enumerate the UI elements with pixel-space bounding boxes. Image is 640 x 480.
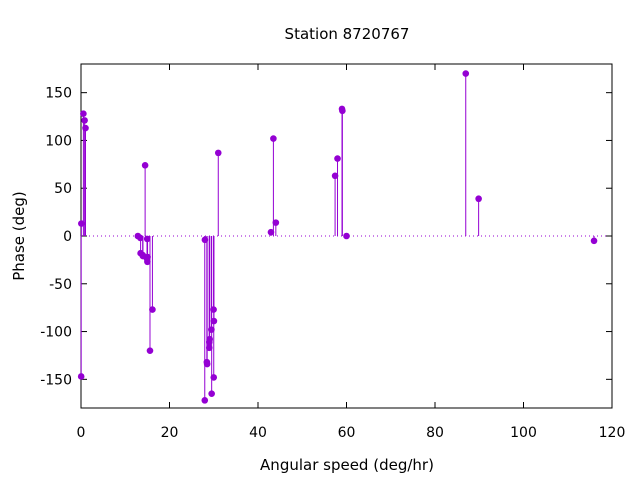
x-tick-label: 100 bbox=[510, 425, 537, 441]
data-point bbox=[339, 107, 346, 115]
data-point bbox=[210, 374, 218, 381]
y-axis-title: Phase (deg) bbox=[10, 191, 28, 281]
y-axis: -150 -100 -50 0 50 100 150 bbox=[40, 86, 612, 388]
x-tick-label: 80 bbox=[426, 425, 444, 441]
data-point bbox=[208, 390, 215, 397]
data-point bbox=[331, 172, 339, 180]
data-point bbox=[267, 228, 275, 236]
data-point bbox=[214, 149, 222, 157]
data-point bbox=[210, 317, 218, 325]
data-point bbox=[201, 397, 209, 404]
data-point bbox=[149, 306, 156, 313]
data-point bbox=[475, 195, 482, 203]
y-tick-label: -150 bbox=[40, 372, 72, 388]
x-tick-label: 0 bbox=[77, 425, 86, 441]
data-point bbox=[203, 360, 211, 368]
y-tick-label: -100 bbox=[40, 325, 72, 341]
x-tick-label: 20 bbox=[161, 425, 179, 441]
data-point bbox=[80, 110, 87, 117]
y-tick-label: -50 bbox=[49, 277, 72, 293]
y-tick-label: 0 bbox=[63, 229, 72, 245]
data-point bbox=[462, 70, 470, 77]
data-point bbox=[590, 237, 598, 245]
x-axis: 0 20 40 60 80 100 120 bbox=[77, 64, 626, 441]
data-point bbox=[146, 347, 154, 354]
chart-title: Station 8720767 bbox=[285, 25, 410, 43]
data-marks bbox=[77, 70, 598, 404]
data-point bbox=[334, 155, 341, 162]
x-tick-label: 60 bbox=[338, 425, 356, 441]
data-point bbox=[141, 161, 149, 169]
y-tick-label: 150 bbox=[45, 86, 72, 102]
data-point bbox=[272, 219, 280, 226]
x-tick-label: 120 bbox=[599, 425, 626, 441]
data-point bbox=[144, 258, 151, 266]
data-point bbox=[343, 232, 350, 240]
x-tick-label: 40 bbox=[249, 425, 267, 441]
data-point bbox=[270, 135, 277, 142]
data-point bbox=[144, 253, 151, 261]
data-point bbox=[77, 373, 85, 380]
data-point bbox=[205, 344, 213, 352]
x-axis-title: Angular speed (deg/hr) bbox=[260, 456, 434, 474]
data-point bbox=[81, 117, 88, 124]
y-tick-label: 100 bbox=[45, 133, 72, 149]
data-point bbox=[82, 124, 89, 132]
y-tick-label: 50 bbox=[54, 181, 72, 197]
